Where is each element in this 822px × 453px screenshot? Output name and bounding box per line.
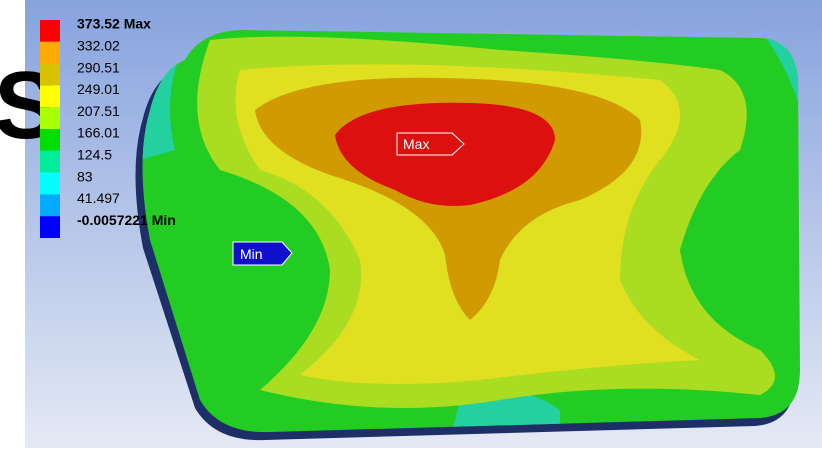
legend-label: 41.497: [77, 190, 120, 206]
legend-label: 207.51: [77, 103, 120, 119]
max-marker: Max: [397, 133, 464, 155]
legend-swatch: [40, 42, 60, 64]
legend-swatch: [40, 194, 60, 216]
screenshot: S 373.52 Max332.02290.51249.01207.51166.…: [0, 0, 822, 448]
legend-swatch: [40, 64, 60, 86]
legend-swatch: [40, 20, 60, 42]
legend-label: -0.0057221 Min: [77, 212, 176, 228]
legend-label: 290.51: [77, 59, 120, 75]
legend-swatch: [40, 129, 60, 151]
legend-label: 83: [77, 168, 93, 184]
legend-label: 166.01: [77, 125, 120, 141]
legend-label: 249.01: [77, 81, 120, 97]
legend-label: 373.52 Max: [77, 16, 151, 32]
min-label: Min: [240, 246, 263, 262]
legend-swatch: [40, 173, 60, 195]
legend-swatch: [40, 151, 60, 173]
legend-swatch: [40, 85, 60, 107]
min-marker: Min: [233, 242, 292, 265]
legend-label: 332.02: [77, 38, 120, 54]
max-label: Max: [403, 136, 429, 152]
plate: [130, 20, 810, 440]
legend-swatch: [40, 107, 60, 129]
legend-label: 124.5: [77, 147, 112, 163]
legend-swatch: [40, 216, 60, 238]
